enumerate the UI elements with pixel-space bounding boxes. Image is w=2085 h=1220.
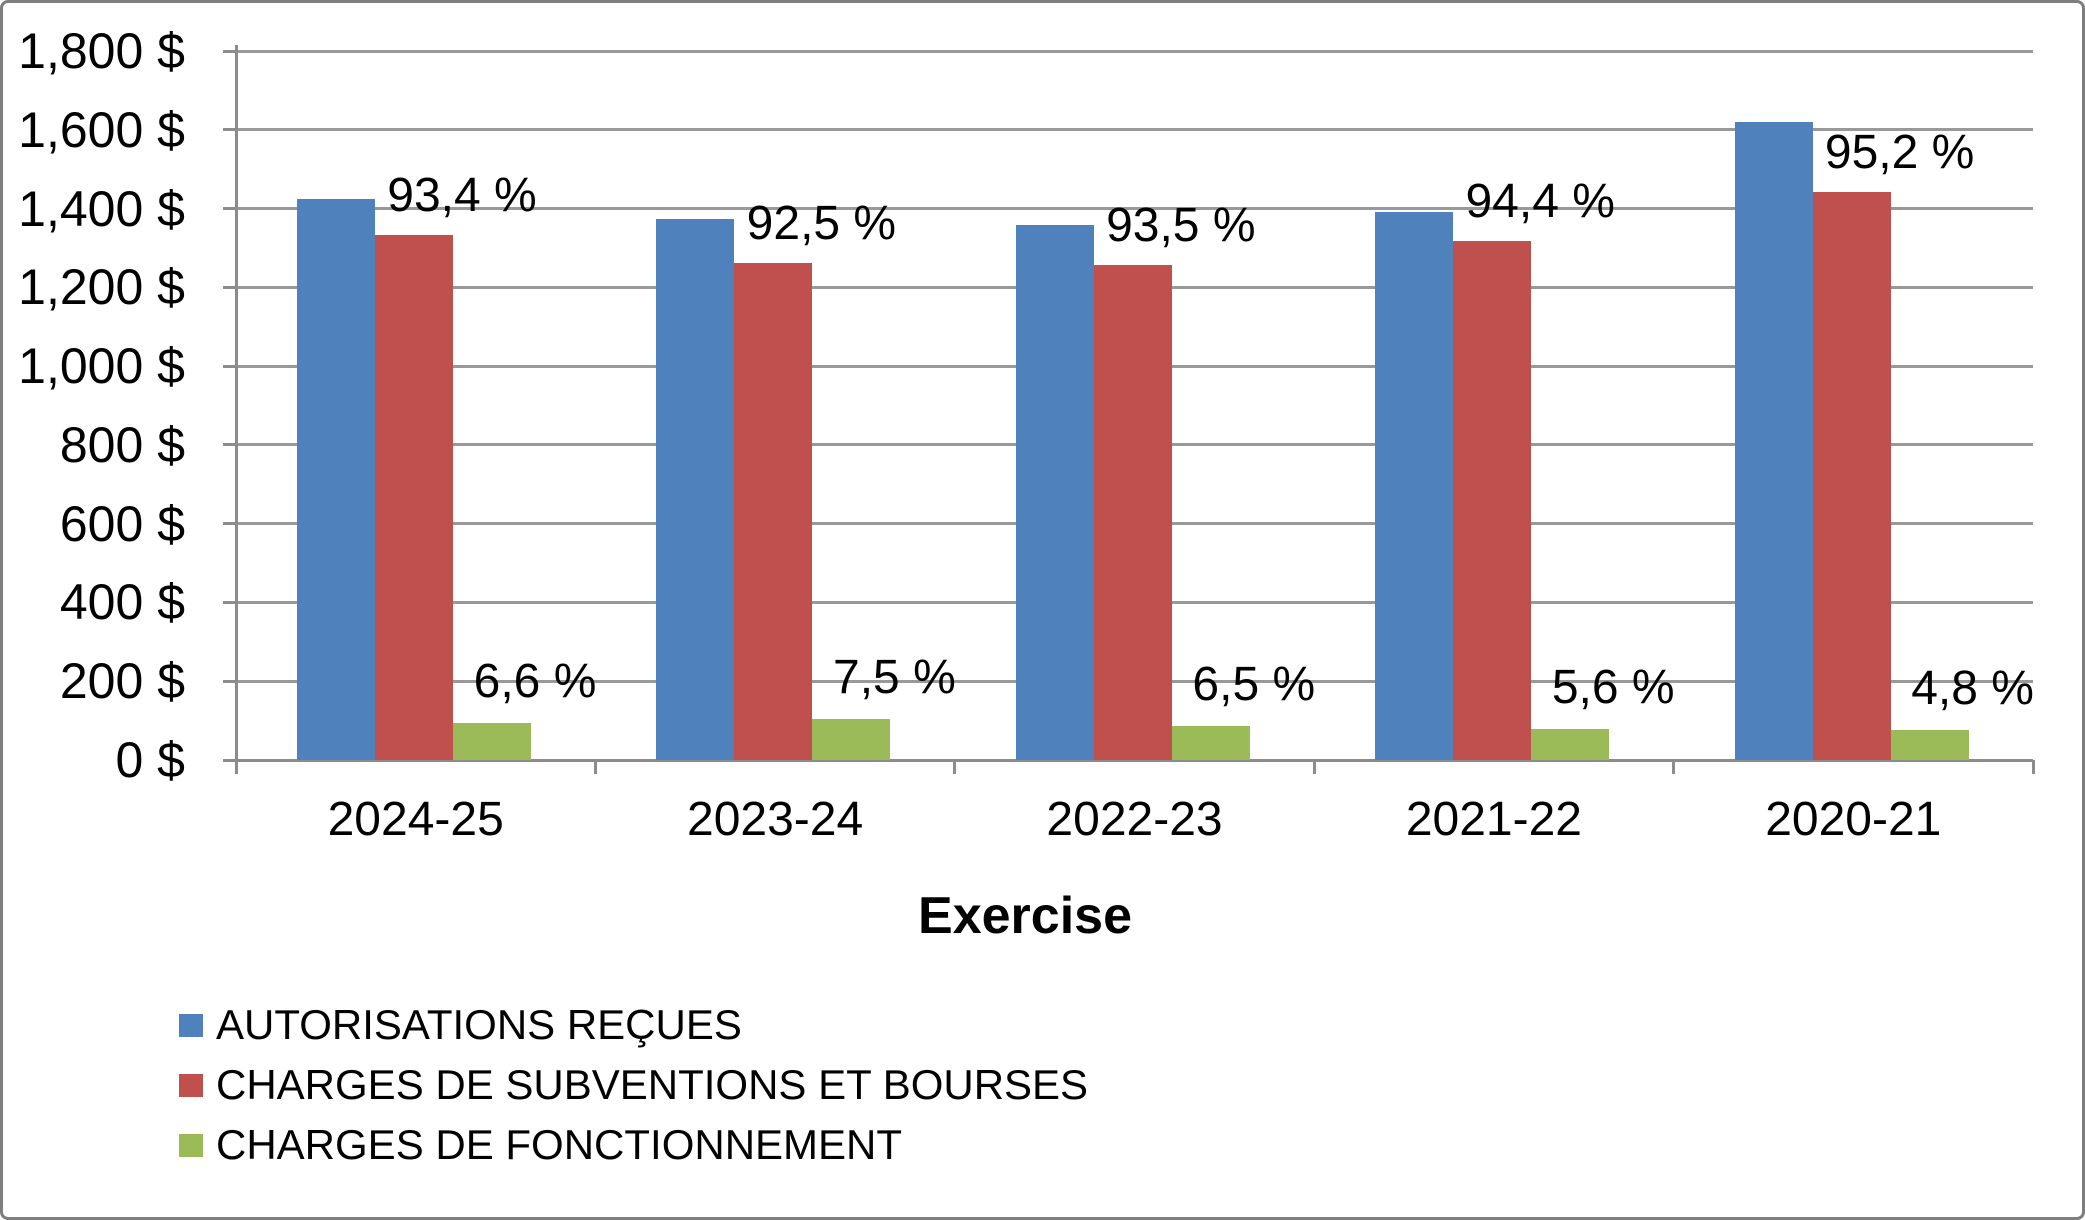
x-axis-title: Exercise (918, 887, 1132, 945)
y-axis-tick (223, 364, 236, 368)
y-tick-label: 200 $ (59, 653, 185, 710)
y-tick-label: 0 $ (115, 732, 185, 788)
bar-charges-subventions (1453, 241, 1532, 760)
y-tick-label: 800 $ (59, 416, 185, 473)
y-axis-line (234, 45, 238, 774)
data-label: 4,8 % (1911, 662, 2034, 716)
bar-charges-fonctionnement (1171, 725, 1250, 760)
bar-autorisations-recues (1734, 121, 1813, 760)
y-gridline (236, 128, 2033, 132)
x-category-label: 2020-21 (1765, 793, 1942, 846)
data-label: 95,2 % (1824, 126, 1975, 180)
y-tick-label: 1,600 $ (18, 101, 185, 158)
legend-item: AUTORISATIONS REÇUES (179, 995, 1088, 1055)
x-axis-tick (593, 760, 597, 774)
bar-charges-subventions (1812, 192, 1891, 760)
legend-label-subventions: CHARGES DE SUBVENTIONS ET BOURSES (216, 1061, 1089, 1108)
x-axis-line (236, 758, 2033, 762)
bar-charges-subventions (375, 235, 453, 760)
legend-item: CHARGES DE SUBVENTIONS ET BOURSES (179, 1055, 1088, 1115)
bar-autorisations-recues (656, 219, 735, 760)
y-tick-label: 1,400 $ (18, 180, 185, 237)
y-axis-tick (223, 443, 236, 447)
y-gridline (236, 49, 2033, 53)
legend-label-autorisations: AUTORISATIONS REÇUES (216, 1001, 742, 1048)
y-axis-tick (223, 49, 236, 53)
y-axis-tick (223, 128, 236, 132)
data-label: 5,6 % (1551, 660, 1675, 714)
y-gridline (236, 207, 2033, 211)
legend-swatch-subventions (179, 1073, 203, 1097)
x-category-label: 2022-23 (1046, 793, 1223, 846)
bar-autorisations-recues (1015, 225, 1094, 760)
y-axis-tick (223, 600, 236, 604)
x-axis-tick (2031, 760, 2035, 774)
y-axis-tick (223, 522, 236, 526)
legend-swatch-fonctionnement (179, 1133, 203, 1157)
data-label: 92,5 % (746, 196, 897, 250)
y-tick-label: 1,000 $ (18, 338, 185, 395)
x-axis-tick (953, 760, 957, 774)
data-label: 6,5 % (1192, 657, 1316, 711)
bar-charges-subventions (734, 262, 813, 760)
x-axis-tick (1312, 760, 1316, 774)
bar-autorisations-recues (297, 198, 375, 760)
y-tick-label: 400 $ (59, 574, 185, 631)
x-category-label: 2021-22 (1405, 793, 1582, 846)
y-tick-label: 1,800 $ (18, 23, 185, 79)
bar-charges-subventions (1093, 264, 1172, 760)
legend-swatch-autorisations (179, 1013, 203, 1037)
data-label: 93,4 % (387, 169, 537, 223)
legend: AUTORISATIONS REÇUES CHARGES DE SUBVENTI… (179, 995, 1088, 1175)
x-axis-tick (1672, 760, 1676, 774)
data-label: 7,5 % (833, 651, 956, 705)
data-label: 93,5 % (1106, 198, 1256, 252)
bar-charges-fonctionnement (812, 719, 891, 760)
data-label: 6,6 % (473, 654, 597, 708)
bar-charges-fonctionnement (1890, 730, 1969, 760)
legend-label-fonctionnement: CHARGES DE FONCTIONNEMENT (216, 1121, 903, 1168)
x-category-label: 2024-25 (327, 793, 504, 846)
legend-item: CHARGES DE FONCTIONNEMENT (179, 1115, 1088, 1175)
y-axis-tick (223, 679, 236, 683)
y-tick-label: 600 $ (59, 495, 185, 552)
bar-charges-fonctionnement (453, 722, 531, 760)
data-label: 94,4 % (1465, 175, 1615, 229)
bar-charges-fonctionnement (1531, 728, 1610, 760)
y-axis-tick (223, 758, 236, 762)
y-axis-tick (223, 285, 236, 289)
y-tick-label: 1,200 $ (18, 259, 185, 316)
bar-autorisations-recues (1375, 212, 1454, 760)
x-category-label: 2023-24 (687, 793, 864, 846)
y-axis-tick (223, 207, 236, 211)
